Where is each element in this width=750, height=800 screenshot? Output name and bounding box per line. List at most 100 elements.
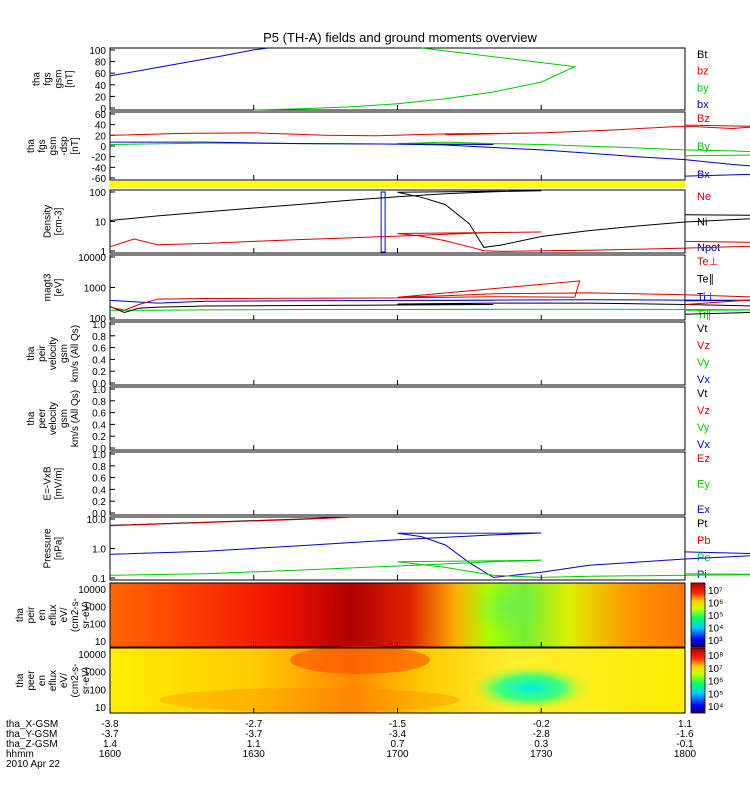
legend-entry: Vt [697,388,707,400]
series-line-Ti⊥ [109,299,750,304]
series-line-Te⊥ [109,280,750,311]
y-tick-label: -60 [92,174,107,185]
ephemeris-value: 1600 [99,749,122,760]
y-tick-label: 0.4 [92,485,106,496]
y-tick-label: 10 [95,637,107,648]
y-tick-label: 100 [89,620,106,631]
density-panel: 100 10 1 Density[cm-3] Ne Ni Npot [43,188,750,258]
y-tick-label: 0.1 [92,574,106,585]
colorbar-tick-label: 10⁴ [708,702,723,713]
legend-entry: Bt [697,49,707,61]
y-tick-label: 1000 [84,602,107,613]
y-axis-label: thapeirenefluxeV/(cm2-s-sr-eV) [15,598,92,632]
y-tick-label: 0 [100,104,106,115]
y-tick-label: 0.8 [92,397,106,408]
y-tick-label: 1.0 [92,320,106,331]
ephemeris-value: -1.5 [389,719,407,730]
ephemeris-value: -2.8 [533,729,551,740]
y-axis-label: Density[cm-3] [43,205,65,238]
legend-entry: Ey [697,479,710,491]
y-tick-label: 0.8 [92,332,106,343]
series-line-Pi [109,532,750,578]
ephemeris-value: 0.7 [391,739,405,750]
peer-eflux-heatmap [109,646,686,714]
colorbar-tick-label: 10⁸ [708,651,723,662]
y-tick-label: 10000 [78,650,106,661]
y-tick-label: 60 [95,110,107,121]
ephemeris-value: -1.6 [676,729,694,740]
legend-entry: Vz [697,405,710,417]
ephemeris-value: -3.7 [245,729,263,740]
y-tick-label: 0.8 [92,462,106,473]
colorbar-tick-label: 10⁵ [708,611,723,622]
y-axis-label: thapeirvelocitygsmkm/s (All Qs) [26,325,81,382]
y-axis-label: Pressure[nPa] [43,528,65,568]
colorbar-tick-label: 10⁶ [708,677,723,688]
ephemeris-row-label: hhmm [6,749,34,760]
y-tick-label: 0.0 [92,444,106,455]
series-line-bx [109,47,269,77]
series-line-Ni [109,190,750,248]
y-tick-label: 1.0 [92,450,106,461]
legend-entry: Vy [697,357,710,369]
y-tick-label: 0 [100,142,106,153]
peir-eflux-heatmap [109,582,686,648]
legend-entry: By [697,141,710,153]
ephemeris-row-label: tha_Y-GSM [6,729,57,740]
legend-entry: Ex [697,504,710,516]
series-line-Ti∥ [110,308,750,311]
series-line-Pe [109,559,750,578]
y-tick-label: 0.4 [92,355,106,366]
ephemeris-row-label: tha_X-GSM [6,719,58,730]
legend-entry: Ez [697,453,710,465]
colorbar-tick-label: 10⁶ [708,599,723,610]
ephemeris-value: 1.1 [247,739,261,750]
ephemeris-value: 1630 [243,749,266,760]
ephemeris-value: -3.7 [101,729,119,740]
colorbar-peer [690,647,706,714]
y-axis-label: thapeervelocitygsmkm/s (All Qs) [26,390,81,447]
y-axis-label: thafgsgsm[nT] [32,70,76,89]
y-tick-label: 100 [89,46,106,57]
legend-entry: bx [697,99,709,111]
legend-entry: Vx [697,374,710,386]
y-tick-label: -40 [92,163,107,174]
peir_eflux-panel: 10000 1000 100 10thapeirenefluxeV/(cm2-s-sr… [15,585,723,648]
ephemeris-value: -0.1 [676,739,694,750]
efield-panel: 1.00.80.60.40.20.0 E=-VxB[mV/m] Ez Ey Ex [43,450,711,520]
y-tick-label: 0.2 [92,432,106,443]
colorbar-tick-label: 10⁵ [708,689,723,700]
colorbar-peir [690,582,706,648]
date-label: 2010 Apr 22 [6,759,60,770]
legend-entry: Te⊥ [697,256,718,268]
y-axis-label: thapeerenefluxeV/(cm2-s-sr-eV) [15,664,92,698]
legend-entry: Pt [697,518,707,530]
legend-entry: Te∥ [697,274,714,286]
legend-entry: bz [697,66,709,78]
temperature-panel: 10000 1000 100 magt3[eV] Te⊥ Te∥ Ti⊥ Ti∥ [43,253,750,325]
y-tick-label: 1.0 [92,385,106,396]
series-line-Pb [109,516,350,527]
series-line-by [253,47,577,111]
series-line-Ne [109,231,750,252]
y-tick-label: 100 [89,314,106,325]
npot-spike [380,191,386,253]
legend-entry: by [697,82,709,94]
y-tick-label: 0.4 [92,420,106,431]
ephemeris-value: 1.4 [103,739,117,750]
y-axis-label: thafgsgsm-dsp[nT] [26,136,81,156]
y-tick-label: 10 [95,703,107,714]
colorbar-tick-label: 10⁷ [708,664,723,675]
legend-entry: Npot [697,242,720,254]
series-line-Te∥ [109,302,750,315]
ephemeris-value: 0.3 [534,739,548,750]
legend-entry: Vy [697,422,710,434]
y-tick-label: 1.0 [92,545,106,556]
y-tick-label: 40 [95,81,107,92]
colorbar-tick-label: 10⁴ [708,624,723,635]
y-tick-label: 40 [95,121,107,132]
y-tick-label: 80 [95,58,107,69]
